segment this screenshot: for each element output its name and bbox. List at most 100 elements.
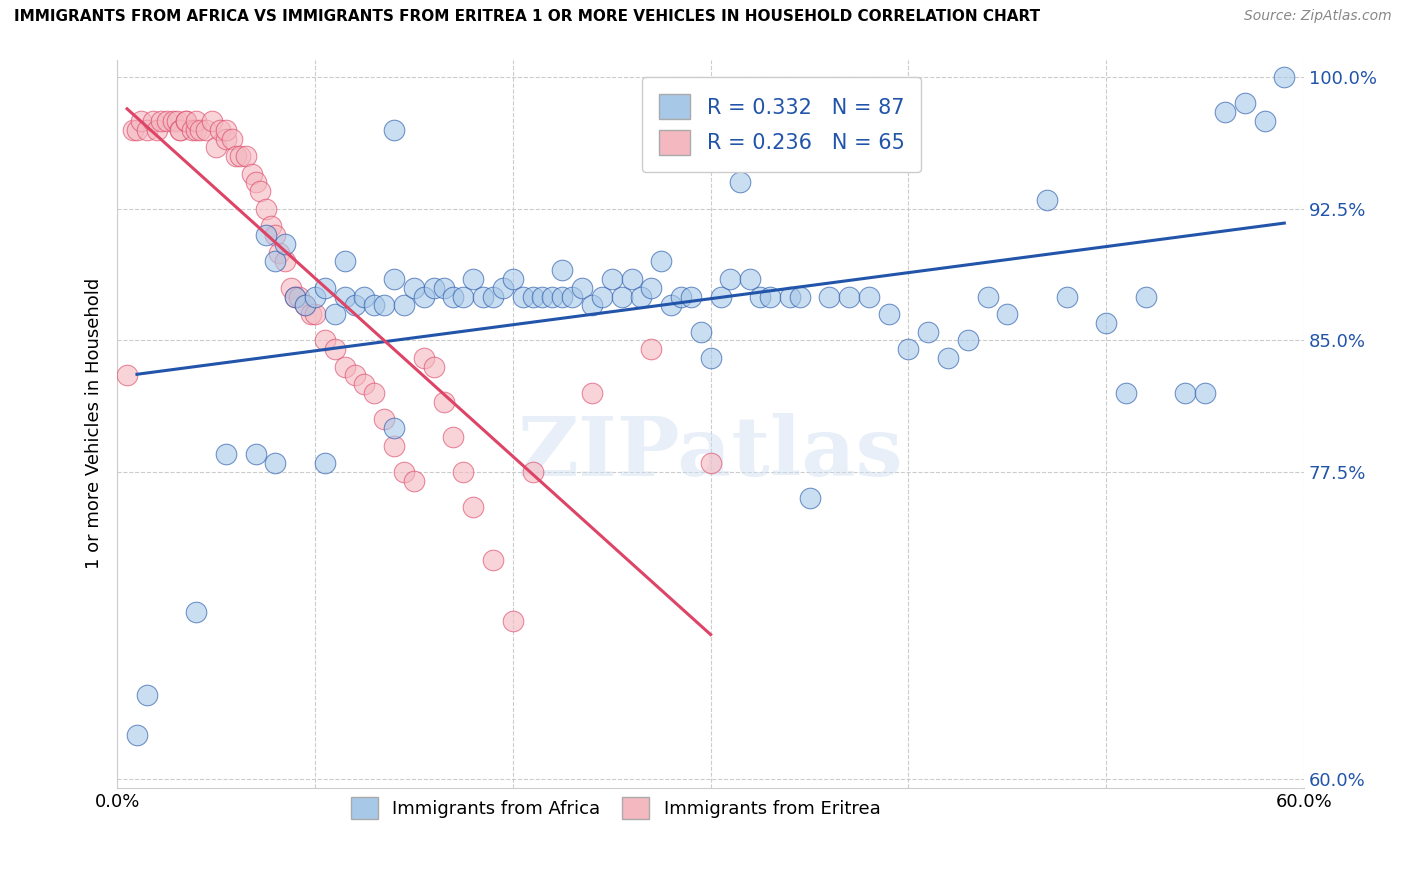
Point: [730, 176, 752, 190]
Point: [149, 114, 172, 128]
Point: [877, 307, 900, 321]
Point: [314, 334, 336, 348]
Point: [699, 456, 721, 470]
Point: [392, 465, 415, 479]
Point: [333, 359, 356, 374]
Point: [254, 228, 277, 243]
Point: [323, 342, 346, 356]
Point: [897, 342, 920, 356]
Point: [221, 131, 243, 145]
Point: [1174, 386, 1197, 401]
Point: [288, 289, 311, 303]
Point: [186, 123, 208, 137]
Point: [209, 123, 232, 137]
Point: [858, 289, 880, 303]
Point: [522, 289, 544, 303]
Point: [353, 289, 375, 303]
Point: [917, 325, 939, 339]
Point: [492, 281, 515, 295]
Text: ZIPatlas: ZIPatlas: [517, 413, 904, 493]
Point: [274, 236, 297, 251]
Point: [749, 289, 772, 303]
Point: [249, 184, 271, 198]
Point: [274, 254, 297, 268]
Point: [229, 149, 252, 163]
Point: [195, 123, 218, 137]
Point: [363, 386, 385, 401]
Point: [1213, 105, 1236, 120]
Point: [640, 281, 662, 295]
Point: [373, 412, 395, 426]
Point: [740, 272, 762, 286]
Point: [561, 289, 583, 303]
Point: [176, 114, 198, 128]
Point: [382, 439, 405, 453]
Point: [162, 114, 184, 128]
Point: [1056, 289, 1078, 303]
Point: [789, 289, 811, 303]
Point: [264, 228, 287, 243]
Point: [610, 289, 633, 303]
Point: [699, 351, 721, 365]
Point: [799, 491, 821, 506]
Point: [1194, 386, 1216, 401]
Point: [571, 281, 593, 295]
Point: [343, 368, 366, 383]
Point: [240, 167, 263, 181]
Point: [1115, 386, 1137, 401]
Point: [122, 123, 145, 137]
Legend: Immigrants from Africa, Immigrants from Eritrea: Immigrants from Africa, Immigrants from …: [343, 789, 887, 826]
Point: [482, 553, 505, 567]
Point: [353, 377, 375, 392]
Point: [135, 688, 157, 702]
Point: [679, 289, 702, 303]
Point: [129, 114, 152, 128]
Point: [1135, 289, 1157, 303]
Point: [284, 289, 307, 303]
Point: [522, 465, 544, 479]
Point: [181, 123, 204, 137]
Point: [482, 289, 505, 303]
Point: [382, 272, 405, 286]
Point: [502, 614, 524, 628]
Point: [169, 123, 191, 137]
Y-axis label: 1 or more Vehicles in Household: 1 or more Vehicles in Household: [86, 278, 103, 569]
Point: [976, 289, 998, 303]
Point: [314, 456, 336, 470]
Point: [443, 289, 465, 303]
Point: [215, 131, 238, 145]
Point: [630, 289, 652, 303]
Point: [176, 114, 198, 128]
Point: [1036, 193, 1059, 207]
Point: [1253, 114, 1275, 128]
Point: [412, 289, 434, 303]
Point: [689, 325, 711, 339]
Point: [541, 289, 564, 303]
Point: [260, 219, 283, 234]
Point: [600, 272, 623, 286]
Point: [402, 281, 425, 295]
Point: [759, 289, 782, 303]
Point: [432, 394, 454, 409]
Point: [402, 474, 425, 488]
Point: [363, 298, 385, 312]
Point: [215, 123, 238, 137]
Point: [145, 123, 167, 137]
Point: [254, 202, 277, 216]
Point: [299, 307, 322, 321]
Point: [838, 289, 860, 303]
Point: [245, 176, 267, 190]
Point: [463, 272, 485, 286]
Point: [709, 289, 731, 303]
Point: [591, 289, 613, 303]
Point: [581, 298, 603, 312]
Point: [412, 351, 434, 365]
Point: [382, 123, 405, 137]
Point: [169, 123, 191, 137]
Point: [188, 123, 211, 137]
Point: [264, 254, 287, 268]
Point: [453, 465, 475, 479]
Point: [422, 281, 444, 295]
Point: [186, 114, 208, 128]
Point: [304, 307, 326, 321]
